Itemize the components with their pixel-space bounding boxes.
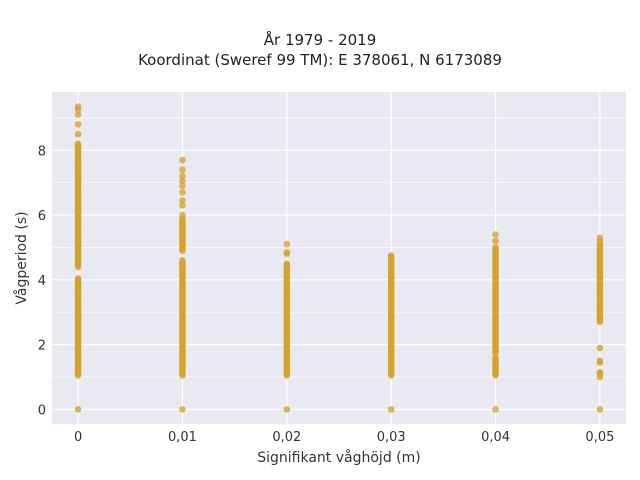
data-point xyxy=(179,182,186,190)
data-point xyxy=(179,166,186,174)
y-tick-label: 0 xyxy=(38,403,46,418)
data-point xyxy=(179,156,186,164)
data-point xyxy=(179,257,186,264)
x-axis-label: Signifikant våghöjd (m) xyxy=(257,449,420,466)
data-point xyxy=(283,406,291,413)
data-point xyxy=(74,274,82,282)
data-point xyxy=(387,252,395,259)
x-tick-label: 0,02 xyxy=(272,430,301,445)
data-point xyxy=(283,260,291,267)
data-points xyxy=(74,103,604,413)
data-point xyxy=(74,111,82,118)
data-point xyxy=(179,189,186,196)
x-tick-label: 0,03 xyxy=(377,430,406,445)
y-tick-label: 6 xyxy=(38,209,46,224)
data-point xyxy=(596,357,604,365)
y-axis-label: Vågperiod (s) xyxy=(13,211,30,304)
x-tick-label: 0 xyxy=(74,430,82,445)
data-point xyxy=(387,406,395,413)
data-point xyxy=(283,249,291,256)
plot-area xyxy=(52,92,626,424)
data-point xyxy=(74,121,82,128)
data-point xyxy=(492,237,499,245)
data-point xyxy=(179,177,186,185)
data-point xyxy=(179,172,186,180)
data-point xyxy=(492,406,499,413)
data-point xyxy=(74,130,82,138)
x-tick-label: 0,05 xyxy=(585,430,614,445)
data-point xyxy=(596,344,604,352)
data-point xyxy=(283,240,291,248)
data-point xyxy=(596,368,604,376)
chart-title-line-1: År 1979 - 2019 xyxy=(263,31,377,49)
data-point xyxy=(74,140,82,148)
y-tick-label: 8 xyxy=(38,144,46,159)
data-point xyxy=(492,244,499,251)
data-point xyxy=(596,406,604,413)
data-point xyxy=(179,211,186,219)
data-point xyxy=(596,234,604,242)
x-tick-label: 0,01 xyxy=(168,430,197,445)
y-tick-label: 4 xyxy=(38,274,46,289)
tick-labels: 0 2 4 6 8 0 0,01 0,02 0,03 0,04 0,05 xyxy=(38,144,615,445)
y-tick-label: 2 xyxy=(38,339,46,354)
x-tick-label: 0,04 xyxy=(481,430,510,445)
data-point xyxy=(74,103,82,110)
data-point xyxy=(492,354,499,361)
data-point xyxy=(492,231,499,238)
data-point xyxy=(179,406,186,413)
data-point xyxy=(179,197,186,204)
data-point xyxy=(74,406,82,413)
data-point xyxy=(179,202,186,209)
chart-title-line-2: Koordinat (Sweref 99 TM): E 378061, N 61… xyxy=(138,51,502,69)
